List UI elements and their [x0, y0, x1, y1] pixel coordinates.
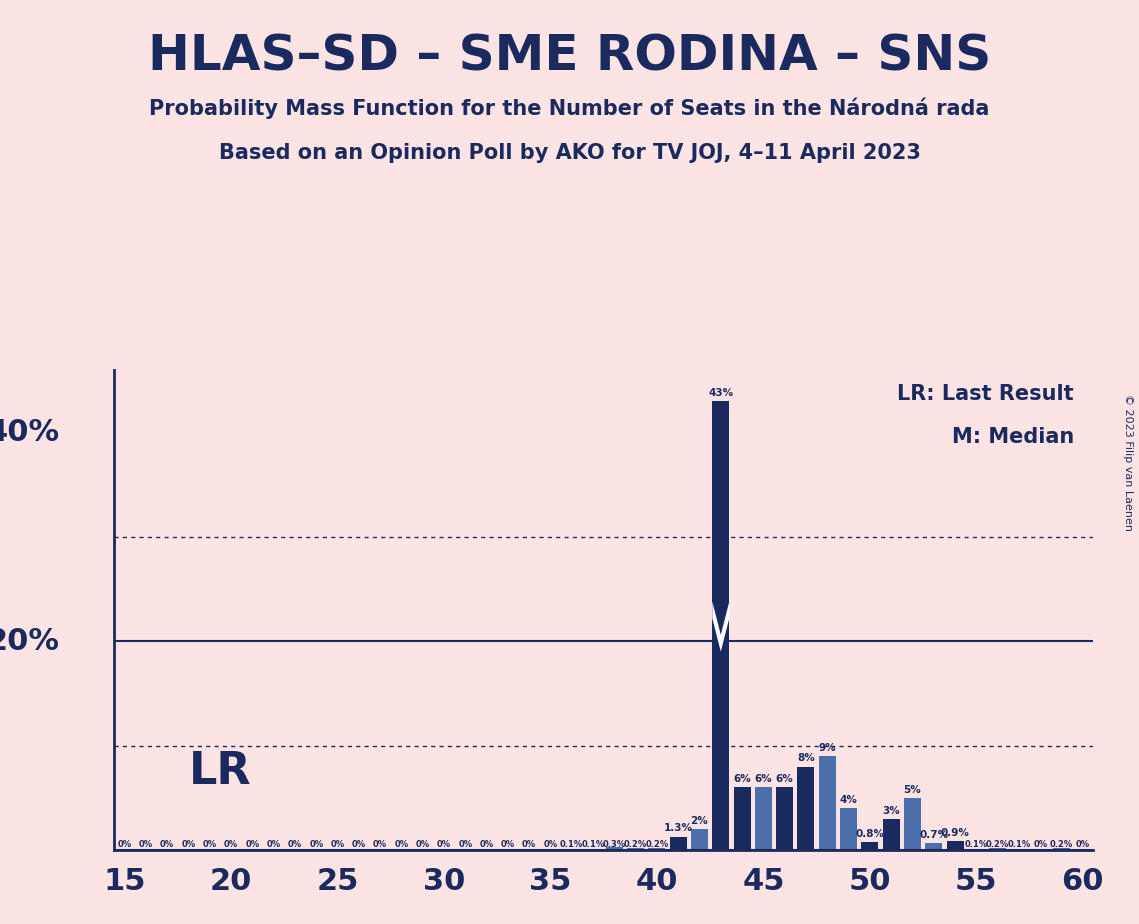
- Text: Based on an Opinion Poll by AKO for TV JOJ, 4–11 April 2023: Based on an Opinion Poll by AKO for TV J…: [219, 143, 920, 164]
- Text: 6%: 6%: [776, 774, 794, 784]
- Bar: [989, 848, 1006, 850]
- Text: HLAS–SD – SME RODINA – SNS: HLAS–SD – SME RODINA – SNS: [148, 32, 991, 80]
- Text: 0.9%: 0.9%: [941, 828, 969, 837]
- Text: Probability Mass Function for the Number of Seats in the Národná rada: Probability Mass Function for the Number…: [149, 97, 990, 118]
- Bar: [648, 848, 665, 850]
- Text: 0.1%: 0.1%: [1007, 840, 1031, 849]
- Text: 1.3%: 1.3%: [664, 823, 693, 833]
- Bar: [628, 848, 645, 850]
- Text: 0%: 0%: [458, 840, 473, 849]
- Text: 0.2%: 0.2%: [646, 840, 669, 849]
- Bar: [947, 841, 964, 850]
- Bar: [904, 797, 921, 850]
- Bar: [1052, 848, 1070, 850]
- Text: 0.8%: 0.8%: [855, 829, 884, 839]
- Text: 0%: 0%: [330, 840, 345, 849]
- Text: 20%: 20%: [0, 626, 60, 656]
- Text: 0%: 0%: [1033, 840, 1047, 849]
- Text: 5%: 5%: [903, 784, 921, 795]
- Bar: [925, 843, 942, 850]
- Text: 0%: 0%: [522, 840, 536, 849]
- Bar: [734, 787, 751, 850]
- Text: 0%: 0%: [501, 840, 515, 849]
- Text: LR: Last Result: LR: Last Result: [898, 384, 1074, 404]
- Bar: [797, 767, 814, 850]
- Text: 0.1%: 0.1%: [560, 840, 583, 849]
- Bar: [691, 829, 708, 850]
- Bar: [968, 849, 985, 850]
- Polygon shape: [712, 602, 729, 651]
- Text: 0%: 0%: [267, 840, 280, 849]
- Text: 6%: 6%: [754, 774, 772, 784]
- Text: 0.7%: 0.7%: [919, 830, 949, 840]
- Text: 0.1%: 0.1%: [965, 840, 988, 849]
- Text: 6%: 6%: [734, 774, 751, 784]
- Text: 9%: 9%: [819, 743, 836, 753]
- Bar: [670, 836, 687, 850]
- Text: 0%: 0%: [139, 840, 153, 849]
- Text: 0%: 0%: [181, 840, 196, 849]
- Text: 4%: 4%: [839, 796, 858, 805]
- Bar: [563, 849, 580, 850]
- Text: 0%: 0%: [352, 840, 366, 849]
- Text: LR: LR: [188, 749, 251, 793]
- Text: 0%: 0%: [437, 840, 451, 849]
- Text: 2%: 2%: [690, 816, 708, 826]
- Text: 0%: 0%: [288, 840, 302, 849]
- Bar: [606, 847, 623, 850]
- Text: 8%: 8%: [797, 753, 814, 763]
- Bar: [776, 787, 793, 850]
- Text: 0.1%: 0.1%: [581, 840, 605, 849]
- Bar: [712, 401, 729, 850]
- Text: 0%: 0%: [224, 840, 238, 849]
- Text: 0%: 0%: [394, 840, 409, 849]
- Text: 40%: 40%: [0, 418, 60, 447]
- Text: 3%: 3%: [883, 806, 900, 816]
- Bar: [1010, 849, 1027, 850]
- Text: 0%: 0%: [245, 840, 260, 849]
- Text: 0%: 0%: [480, 840, 493, 849]
- Bar: [755, 787, 772, 850]
- Text: M: Median: M: Median: [951, 427, 1074, 447]
- Text: 0.2%: 0.2%: [624, 840, 647, 849]
- Text: 0%: 0%: [1075, 840, 1090, 849]
- Text: 0.3%: 0.3%: [603, 840, 625, 849]
- Text: 0%: 0%: [416, 840, 429, 849]
- Text: 0%: 0%: [161, 840, 174, 849]
- Bar: [841, 808, 857, 850]
- Text: 0.2%: 0.2%: [986, 840, 1009, 849]
- Text: 0%: 0%: [372, 840, 387, 849]
- Bar: [861, 842, 878, 850]
- Bar: [883, 819, 900, 850]
- Text: © 2023 Filip van Laenen: © 2023 Filip van Laenen: [1123, 394, 1133, 530]
- Bar: [819, 756, 836, 850]
- Text: 0.2%: 0.2%: [1050, 840, 1073, 849]
- Bar: [584, 849, 601, 850]
- Text: 0%: 0%: [203, 840, 216, 849]
- Text: 0%: 0%: [117, 840, 132, 849]
- Text: 0%: 0%: [543, 840, 557, 849]
- Text: 0%: 0%: [309, 840, 323, 849]
- Text: 43%: 43%: [708, 388, 734, 398]
